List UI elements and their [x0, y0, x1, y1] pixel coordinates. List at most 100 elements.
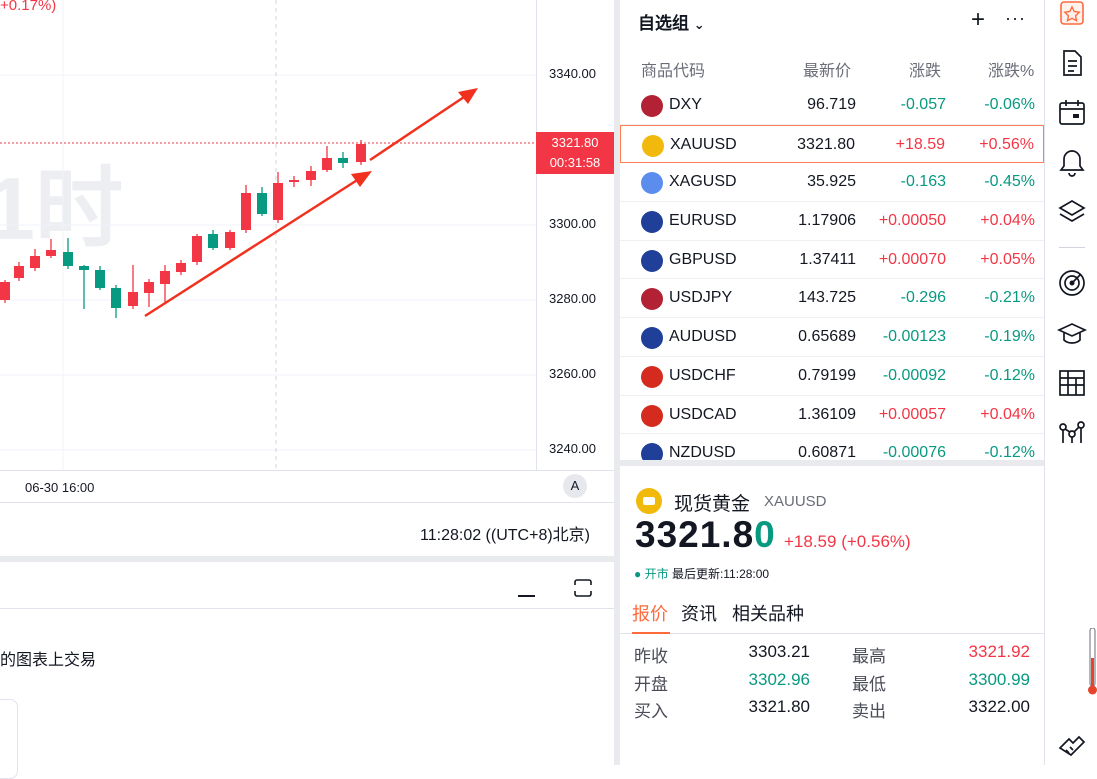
last-price-value: 3321.80: [551, 135, 599, 150]
trend-arrow-upper[interactable]: [369, 88, 478, 162]
thermometer-icon: [1088, 628, 1097, 695]
row-symbol: NZDUSD: [669, 444, 736, 462]
symbol-flag-icon: [641, 443, 663, 466]
row-change: +0.00070: [878, 250, 946, 268]
table-icon[interactable]: [1057, 368, 1087, 398]
toolbar-divider: [1059, 247, 1085, 248]
row-change: +0.00050: [878, 212, 946, 230]
layers-icon[interactable]: [1057, 197, 1087, 227]
header-last[interactable]: 最新价: [803, 63, 852, 80]
row-change-pct: -0.45%: [984, 173, 1035, 191]
candle: [95, 266, 105, 290]
price-tick: 3340.00: [549, 66, 596, 81]
chart-area[interactable]: +0.17%) 1时: [0, 0, 614, 470]
alert-bell-icon[interactable]: [1057, 148, 1087, 178]
row-change-pct: -0.21%: [984, 289, 1035, 307]
candle: [144, 279, 154, 307]
more-icon[interactable]: ···: [1005, 8, 1026, 28]
candle: [257, 187, 267, 216]
tab-news[interactable]: 资讯: [681, 604, 717, 624]
stat-label: 最高: [852, 647, 886, 666]
candlestick-chart[interactable]: [0, 0, 536, 470]
watchlist-title[interactable]: 自选组 ⌄: [638, 9, 705, 34]
tab-related[interactable]: 相关品种: [732, 604, 804, 624]
stat-value: 3321.92: [968, 642, 1030, 661]
watchlist-row[interactable]: USDCAD 1.36109 +0.00057 +0.04%: [620, 396, 1044, 435]
watchlist-star-icon[interactable]: [1057, 0, 1087, 30]
price-axis[interactable]: 3340.00 3300.00 3280.00 3260.00 3240.00: [536, 0, 614, 470]
stat-row: 昨收 3303.21 最高 3321.92: [620, 642, 1044, 670]
target-icon[interactable]: [1057, 268, 1087, 298]
row-change-pct: -0.19%: [984, 328, 1035, 346]
trend-arrow-lower[interactable]: [144, 171, 372, 318]
timezone-bar: 11:28:02 ((UTC+8)北京): [0, 502, 614, 552]
price-tick: 3300.00: [549, 216, 596, 231]
interval-watermark: 1时: [0, 159, 123, 258]
watchlist-row[interactable]: NZDUSD 0.60871 -0.00076 -0.12%: [620, 434, 1044, 473]
handshake-icon[interactable]: [1057, 731, 1087, 761]
network-icon[interactable]: [1057, 417, 1087, 447]
stat-label: 卖出: [852, 702, 886, 721]
row-symbol: AUDUSD: [669, 328, 737, 346]
detail-price-main: 3321.8: [635, 514, 755, 555]
add-symbol-icon[interactable]: +: [971, 6, 986, 33]
row-change-pct: +0.56%: [979, 135, 1034, 153]
row-symbol: GBPUSD: [669, 250, 737, 268]
row-symbol: XAUUSD: [670, 135, 737, 153]
candle: [208, 230, 218, 250]
watchlist-row[interactable]: USDJPY 143.725 -0.296 -0.21%: [620, 279, 1044, 319]
watchlist-row[interactable]: GBPUSD 1.37411 +0.00070 +0.05%: [620, 241, 1044, 280]
row-change: +0.00057: [878, 405, 946, 423]
minimize-icon[interactable]: [518, 572, 536, 597]
row-change: -0.163: [900, 173, 946, 191]
tab-quote[interactable]: 报价: [632, 604, 668, 624]
last-price-badge: 3321.80 00:31:58: [536, 132, 614, 174]
last-updated: 最后更新:11:28:00: [671, 567, 770, 581]
header-change[interactable]: 涨跌: [909, 63, 942, 80]
education-icon[interactable]: [1056, 319, 1088, 349]
row-change-pct: +0.04%: [980, 212, 1035, 230]
row-symbol: USDCAD: [669, 405, 737, 423]
price-tick: 3240.00: [549, 441, 596, 456]
stat-value: 3321.80: [748, 697, 810, 716]
panel-message: 的图表上交易: [0, 652, 97, 669]
row-change-pct: -0.12%: [984, 366, 1035, 384]
watchlist-row[interactable]: DXY 96.719 -0.057 -0.06%: [620, 86, 1044, 125]
header-change-pct[interactable]: 涨跌%: [988, 63, 1035, 80]
maximize-icon[interactable]: [573, 579, 593, 597]
symbol-flag-icon: [641, 327, 663, 350]
calendar-icon[interactable]: [1057, 98, 1087, 128]
watchlist-row[interactable]: USDCHF 0.79199 -0.00092 -0.12%: [620, 357, 1044, 396]
detail-change-value: +18.59: [784, 532, 837, 551]
candle: [111, 285, 121, 318]
detail-change-pct: (+0.56%): [841, 532, 911, 551]
row-last: 3321.80: [797, 135, 855, 153]
detail-price-last-digit: 0: [754, 514, 776, 555]
news-icon[interactable]: [1057, 48, 1087, 78]
watchlist-rows: DXY 96.719 -0.057 -0.06% XAUUSD 3321.80 +18.59…: [620, 86, 1044, 473]
row-symbol: XAGUSD: [669, 173, 737, 191]
candle: [128, 265, 138, 309]
row-change: -0.00076: [882, 444, 946, 462]
bar-countdown: 00:31:58: [549, 155, 601, 170]
panel-divider[interactable]: [614, 0, 620, 765]
header-symbol[interactable]: 商品代码: [641, 63, 706, 80]
row-change: +18.59: [895, 135, 945, 153]
watchlist-panel: 自选组 ⌄ + ··· 商品代码 最新价 涨跌 涨跌% DXY 96.719 -0.…: [620, 0, 1044, 473]
candle: [306, 166, 316, 186]
auto-scale-button[interactable]: A: [563, 474, 587, 498]
time-axis[interactable]: 06-30 16:00 A: [0, 470, 614, 502]
candle: [46, 239, 56, 258]
watchlist-row[interactable]: AUDUSD 0.65689 -0.00123 -0.19%: [620, 318, 1044, 357]
timezone-clock[interactable]: 11:28:02 ((UTC+8)北京): [420, 527, 590, 544]
watchlist-row[interactable]: XAGUSD 35.925 -0.163 -0.45%: [620, 163, 1044, 203]
candle: [30, 249, 40, 271]
panel-card: [0, 699, 18, 779]
watchlist-header: 商品代码 最新价 涨跌 涨跌%: [620, 54, 1044, 82]
symbol-flag-icon: [641, 404, 663, 427]
watchlist-row[interactable]: XAUUSD 3321.80 +18.59 +0.56%: [620, 124, 1044, 164]
watchlist-row[interactable]: EURUSD 1.17906 +0.00050 +0.04%: [620, 202, 1044, 241]
candle: [289, 176, 299, 187]
symbol-flag-icon: [641, 172, 663, 195]
candle: [160, 265, 170, 302]
